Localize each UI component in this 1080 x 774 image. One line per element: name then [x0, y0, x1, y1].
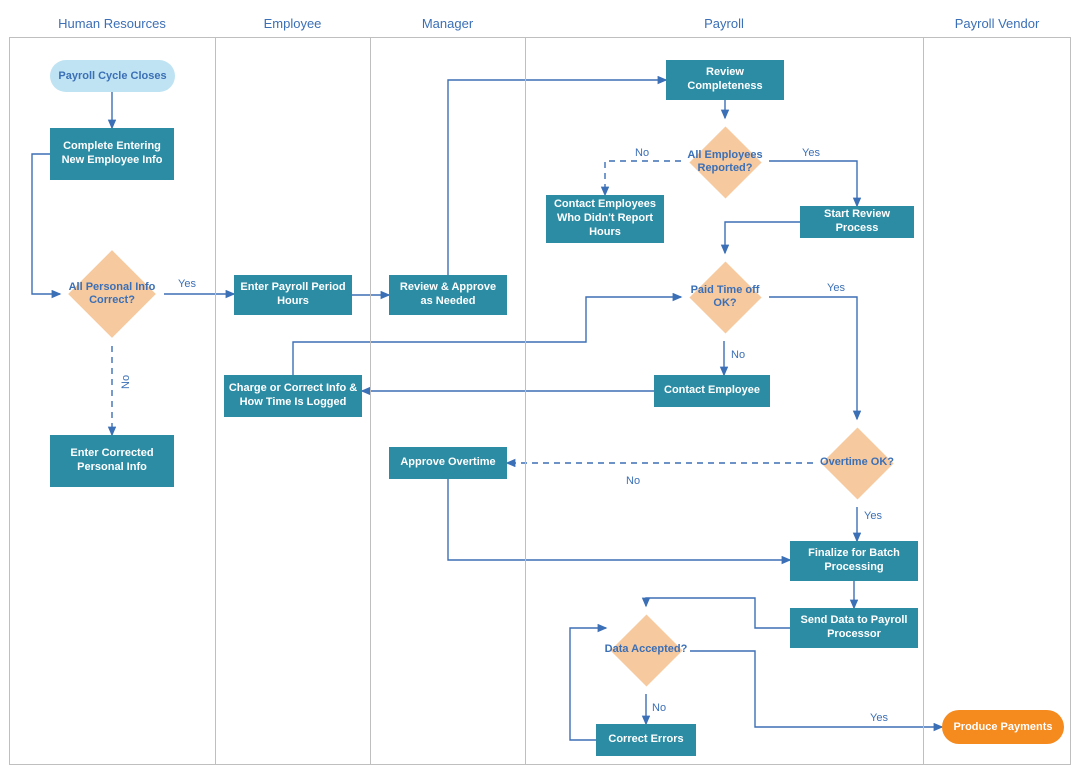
- process-n-review: Review & Approve as Needed: [389, 275, 507, 315]
- lane-header-mgr: Manager: [370, 9, 525, 37]
- header-divider: [9, 37, 1071, 38]
- process-n-charge: Charge or Correct Info & How Time Is Log…: [224, 375, 362, 417]
- edge-label-e9: Yes: [802, 147, 820, 159]
- lane-header-emp: Employee: [215, 9, 370, 37]
- lane-header-ven: Payroll Vendor: [923, 9, 1071, 37]
- edge-label-e22: Yes: [870, 712, 888, 724]
- terminator-n-start: Payroll Cycle Closes: [50, 60, 175, 92]
- process-n-send: Send Data to Payroll Processor: [790, 608, 918, 648]
- flowchart-root: Human ResourcesEmployeeManagerPayrollPay…: [0, 0, 1080, 774]
- edge-label-e11: Yes: [827, 282, 845, 294]
- process-n-contact2: Contact Employee: [654, 375, 770, 407]
- process-n-complete: Complete Entering New Employee Info: [50, 128, 174, 180]
- process-n-contact1: Contact Employees Who Didn't Report Hour…: [546, 195, 664, 243]
- lane-divider: [923, 9, 924, 765]
- process-n-enterhours: Enter Payroll Period Hours: [234, 275, 352, 315]
- edge-label-e4: No: [120, 375, 132, 389]
- process-n-corrected: Enter Corrected Personal Info: [50, 435, 174, 487]
- diagram-frame: [9, 9, 1071, 765]
- edge-label-e16: No: [626, 475, 640, 487]
- decision-n-allemp: All Employees Reported?: [689, 126, 761, 198]
- edge-label-e15: Yes: [864, 510, 882, 522]
- lane-header-pay: Payroll: [525, 9, 923, 37]
- lane-divider: [215, 9, 216, 765]
- edge-label-e20: No: [652, 702, 666, 714]
- process-n-errors: Correct Errors: [596, 724, 696, 756]
- lane-header-hr: Human Resources: [9, 9, 215, 37]
- decision-n-ot: Overtime OK?: [821, 427, 893, 499]
- process-n-approveot: Approve Overtime: [389, 447, 507, 479]
- lane-divider: [525, 9, 526, 765]
- process-n-startrev: Start Review Process: [800, 206, 914, 238]
- decision-n-data: Data Accepted?: [610, 614, 682, 686]
- decision-n-pto: Paid Time off OK?: [689, 261, 761, 333]
- process-n-finalize: Finalize for Batch Processing: [790, 541, 918, 581]
- lane-divider: [370, 9, 371, 765]
- terminator-n-end: Produce Payments: [942, 710, 1064, 744]
- decision-n-personal: All Personal Info Correct?: [68, 250, 156, 338]
- edge-label-e8: No: [635, 147, 649, 159]
- edge-label-e12: No: [731, 349, 745, 361]
- edge-label-e3: Yes: [178, 278, 196, 290]
- process-n-revcomp: Review Completeness: [666, 60, 784, 100]
